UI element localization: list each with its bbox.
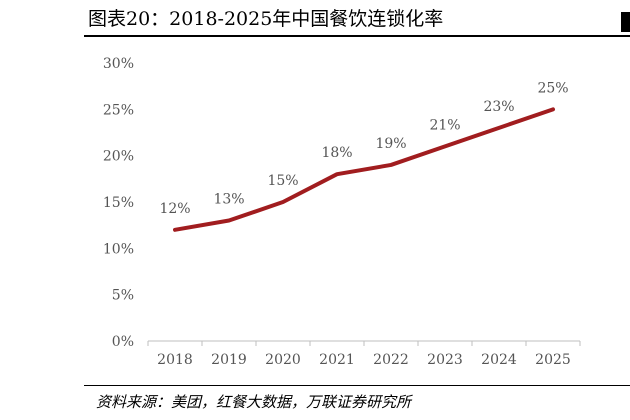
data-label: 15% bbox=[267, 173, 298, 189]
series-line bbox=[173, 107, 555, 232]
x-tick-label: 2025 bbox=[535, 352, 571, 368]
y-tick-label: 0% bbox=[112, 334, 134, 350]
title-rule bbox=[84, 35, 630, 37]
x-axis: 2018 2019 2020 2021 2022 2023 2024 2025 bbox=[147, 340, 581, 368]
data-label: 19% bbox=[375, 136, 406, 152]
data-label: 23% bbox=[483, 99, 514, 115]
x-tick-label: 2023 bbox=[427, 352, 463, 368]
source-note: 资料来源：美团，红餐大数据，万联证券研究所 bbox=[96, 393, 412, 411]
series-layer bbox=[173, 107, 555, 232]
y-tick-label: 20% bbox=[103, 149, 134, 165]
data-label: 21% bbox=[429, 117, 460, 133]
y-tick-label: 5% bbox=[112, 288, 134, 304]
y-axis: 0% 5% 10% 15% 20% 25% 30% bbox=[103, 56, 134, 350]
data-label: 13% bbox=[213, 192, 244, 208]
y-tick-label: 15% bbox=[103, 195, 134, 211]
y-tick-label: 10% bbox=[103, 241, 134, 257]
source-rule bbox=[84, 385, 630, 386]
page-edge-mark bbox=[621, 12, 630, 32]
x-tick-label: 2024 bbox=[481, 352, 517, 368]
data-labels: 12% 13% 15% 18% 19% 21% 23% 25% bbox=[159, 80, 568, 216]
data-label: 25% bbox=[537, 80, 568, 96]
x-tick-label: 2020 bbox=[265, 352, 301, 368]
x-tick-label: 2018 bbox=[157, 352, 193, 368]
data-label: 12% bbox=[159, 201, 190, 217]
x-tick-label: 2021 bbox=[319, 352, 355, 368]
figure-title: 图表20：2018-2025年中国餐饮连锁化率 bbox=[88, 8, 444, 30]
data-label: 18% bbox=[321, 145, 352, 161]
y-tick-label: 25% bbox=[103, 102, 134, 118]
x-tick-label: 2022 bbox=[373, 352, 409, 368]
x-tick-label: 2019 bbox=[211, 352, 247, 368]
y-tick-label: 30% bbox=[103, 56, 134, 72]
